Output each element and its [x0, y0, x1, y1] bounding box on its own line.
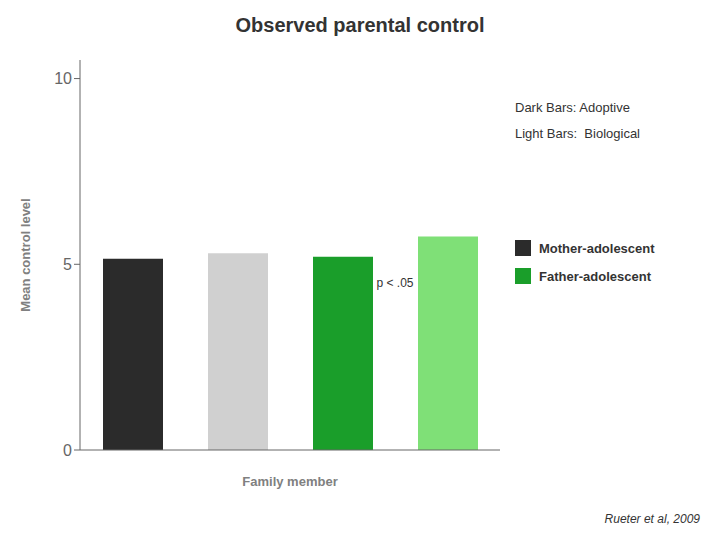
html-text:Rueter et al, 2009: Rueter et al, 2009: [604, 512, 700, 526]
html-text:Father-adolescent: Father-adolescent: [539, 268, 651, 284]
svg-text:10: 10: [54, 70, 72, 87]
html-text:Light Bars: Biological: Light Bars: Biological: [515, 126, 640, 141]
svg-text:0: 0: [63, 442, 72, 459]
svg-text:Mean control level: Mean control level: [18, 198, 33, 311]
html-text:Dark Bars: Adoptive: Dark Bars: Adoptive: [515, 100, 630, 115]
html-text:p < .05: p < .05: [376, 275, 414, 290]
svg-text:5: 5: [63, 256, 72, 273]
html-text:Observed parental control: Observed parental control: [235, 14, 485, 36]
svg-text:Family member: Family member: [242, 474, 337, 489]
html-text:Mother-adolescent: Mother-adolescent: [539, 240, 655, 256]
